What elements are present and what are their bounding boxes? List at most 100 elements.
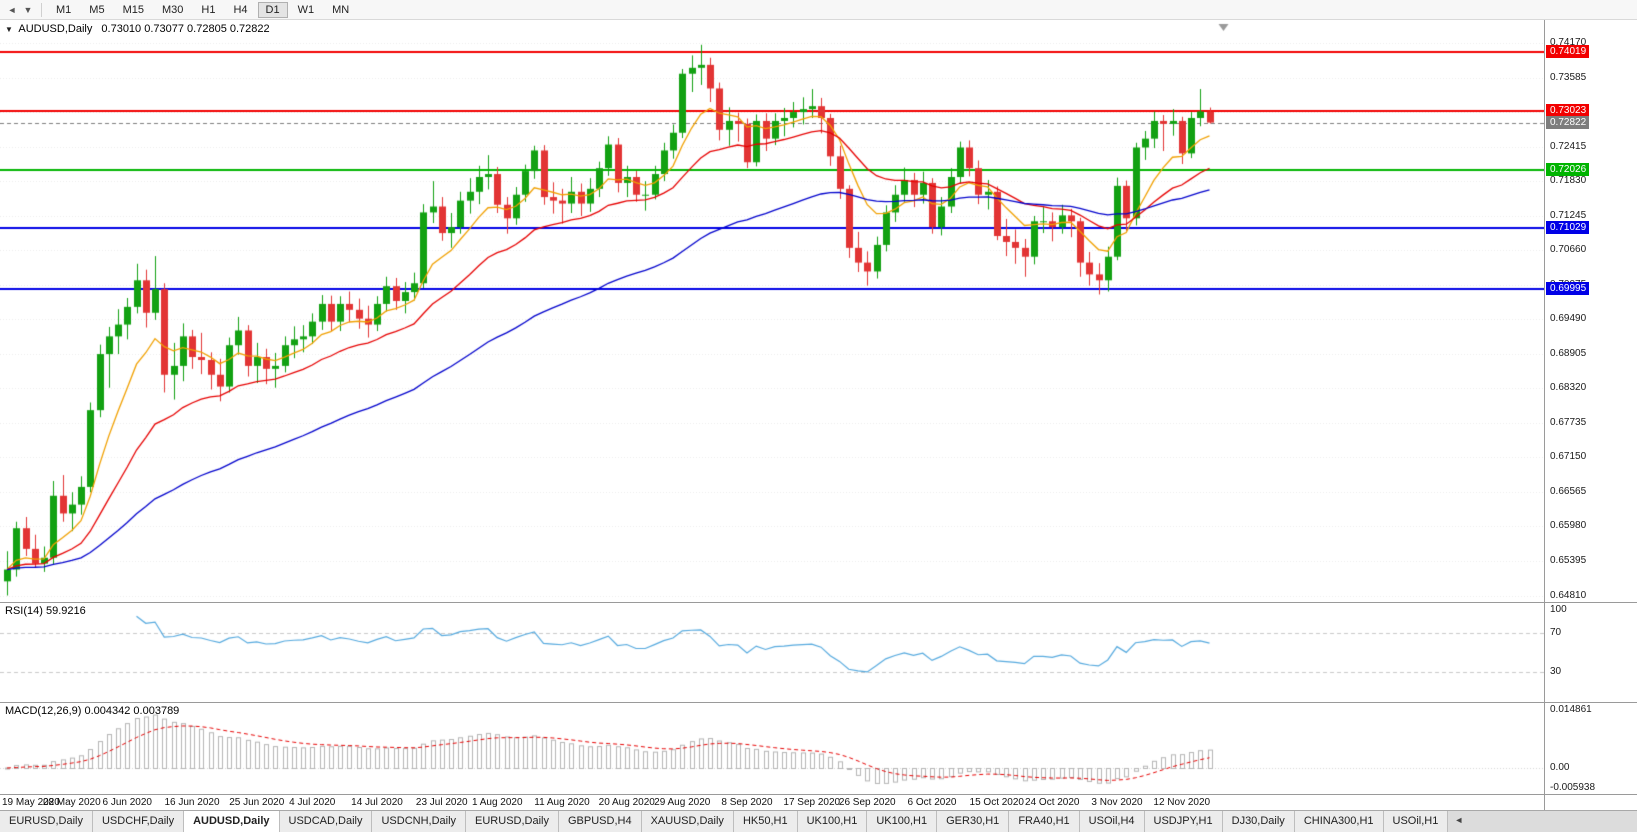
macd-label: MACD(12,26,9) 0.004342 0.003789 (5, 705, 179, 717)
chart-tab[interactable]: AUDUSD,Daily (184, 811, 280, 832)
price-line-tag: 0.72026 (1546, 162, 1590, 176)
date-axis-label: 15 Oct 2020 (969, 797, 1024, 808)
price-axis-label: 0.68905 (1550, 347, 1587, 359)
date-axis-label: 29 Aug 2020 (654, 797, 711, 808)
chart-tab[interactable]: USOil,H4 (1079, 811, 1145, 832)
price-axis-label: 0.72415 (1550, 140, 1587, 152)
price-axis-label: 0.70660 (1550, 244, 1587, 256)
dropdown-caret-icon[interactable]: ▼ (23, 4, 33, 15)
main-chart-panel: ▼ AUDUSD,Daily 0.73010 0.73077 0.72805 0… (0, 20, 1637, 602)
chart-tab[interactable]: UK100,H1 (867, 811, 938, 832)
toolbar-separator (41, 2, 42, 17)
chart-tab[interactable]: HK50,H1 (733, 811, 798, 832)
chart-title-caret-icon[interactable]: ▼ (5, 25, 13, 34)
chart-tab[interactable]: XAUUSD,Daily (641, 811, 734, 832)
macd-axis: 0.014861 0.00 -0.005938 (1544, 703, 1637, 794)
chart-tab[interactable]: FRA40,H1 (1009, 811, 1080, 832)
price-axis: 0.741700.735850.730000.724150.718300.712… (1544, 20, 1637, 602)
date-axis-label: 28 May 2020 (42, 797, 101, 808)
rsi-indicator[interactable]: RSI(14) 59.9216 (0, 603, 1544, 702)
rsi-axis-label: 30 (1550, 666, 1562, 678)
timeframe-button-mn[interactable]: MN (332, 3, 350, 16)
date-axis-label: 17 Sep 2020 (783, 797, 841, 808)
timeframe-button-m5[interactable]: M5 (89, 3, 105, 16)
date-axis-label: 4 Jul 2020 (289, 797, 336, 808)
date-axis-label: 3 Nov 2020 (1091, 797, 1143, 808)
price-axis-label: 0.73585 (1550, 71, 1587, 83)
timeframe-buttons: M1 M5 M15 M30 H1 H4 D1 W1 MN (47, 1, 358, 18)
chart-tab[interactable]: DJ30,Daily (1222, 811, 1295, 832)
rsi-name: RSI(14) (5, 605, 43, 617)
chart-tab[interactable]: UK100,H1 (797, 811, 868, 832)
chart-tab[interactable]: USDCNH,Daily (372, 811, 467, 832)
candlestick-canvas[interactable] (0, 20, 1544, 602)
date-axis-label: 25 Jun 2020 (229, 797, 285, 808)
macd-values: 0.004342 0.003789 (84, 705, 180, 717)
rsi-value: 59.9216 (45, 605, 86, 617)
timeframe-button-m1[interactable]: M1 (56, 3, 72, 16)
price-axis-label: 0.64810 (1550, 589, 1587, 601)
macd-axis-label: -0.005938 (1550, 782, 1596, 793)
price-axis-label: 0.71830 (1550, 175, 1587, 187)
price-axis-label: 0.66565 (1550, 485, 1587, 497)
date-axis-label: 26 Sep 2020 (838, 797, 896, 808)
date-axis-label: 19 May 2020 (2, 797, 60, 808)
price-axis-label: 0.67735 (1550, 416, 1587, 428)
rsi-axis-label: 100 (1550, 604, 1567, 615)
rsi-panel: RSI(14) 59.9216 100 70 30 (0, 602, 1637, 702)
date-axis-label: 6 Jun 2020 (102, 797, 153, 808)
timeframe-button-h1[interactable]: H1 (201, 3, 216, 16)
macd-indicator[interactable]: MACD(12,26,9) 0.004342 0.003789 (0, 703, 1544, 794)
chart-tab[interactable]: GER30,H1 (937, 811, 1010, 832)
toolbar: ◄ ▼ M1 M5 M15 M30 H1 H4 D1 W1 MN (0, 0, 1637, 20)
chart-tab[interactable]: EURUSD,Daily (0, 811, 93, 832)
chart-tab[interactable]: CHINA300,H1 (1294, 811, 1384, 832)
date-axis-row: 19 May 2020 28 May 2020 6 Jun 2020 16 Jun 2… (0, 794, 1637, 810)
price-axis-label: 0.71245 (1550, 209, 1587, 221)
timeframe-button-m15[interactable]: M15 (122, 3, 144, 16)
timeframe-button-h4[interactable]: H4 (233, 3, 248, 16)
date-axis-label: 20 Aug 2020 (598, 797, 655, 808)
chart-tab[interactable]: EURUSD,Daily (466, 811, 559, 832)
price-axis-label: 0.74170 (1550, 37, 1587, 49)
chart-title: ▼ AUDUSD,Daily 0.73010 0.73077 0.72805 0… (5, 23, 270, 35)
price-line-tag: 0.73023 (1546, 103, 1590, 117)
timeframe-button-d1[interactable]: D1 (257, 1, 288, 18)
chart-symbol-period: AUDUSD,Daily (18, 23, 93, 35)
price-line-tag: 0.71029 (1546, 221, 1590, 235)
chart-tab[interactable]: USDCAD,Daily (279, 811, 373, 832)
timeframe-button-m30[interactable]: M30 (161, 3, 184, 16)
macd-axis-label: 0.014861 (1550, 704, 1592, 715)
date-axis-label: 12 Nov 2020 (1153, 797, 1211, 808)
rsi-canvas[interactable] (0, 603, 1544, 702)
price-axis-label: 0.65395 (1550, 554, 1587, 566)
rsi-axis-label: 70 (1550, 626, 1562, 638)
price-axis-label: 0.67150 (1550, 451, 1587, 463)
tab-scroll-left-icon[interactable]: ◄ (1454, 815, 1464, 825)
chart-ohlc-values: 0.73010 0.73077 0.72805 0.72822 (101, 23, 270, 35)
price-axis-label: 0.65980 (1550, 520, 1587, 532)
macd-axis-label: 0.00 (1550, 762, 1570, 774)
chart-tab[interactable]: USOil,H1 (1383, 811, 1449, 832)
price-axis-label: 0.68320 (1550, 382, 1587, 394)
price-line-tag: 0.69995 (1546, 282, 1590, 296)
price-axis-label: 0.69490 (1550, 313, 1587, 325)
date-axis: 19 May 2020 28 May 2020 6 Jun 2020 16 Jun 2… (0, 795, 1544, 810)
date-axis-stub (1544, 795, 1637, 810)
timeframe-button-w1[interactable]: W1 (297, 3, 315, 16)
date-axis-label: 23 Jul 2020 (415, 797, 468, 808)
macd-name: MACD(12,26,9) (5, 705, 82, 717)
date-axis-label: 1 Aug 2020 (471, 797, 523, 808)
price-line-tag: 0.74019 (1546, 44, 1590, 58)
macd-canvas[interactable] (0, 703, 1544, 794)
date-axis-label: 14 Jul 2020 (351, 797, 403, 808)
date-axis-label: 11 Aug 2020 (534, 797, 590, 808)
candlestick-chart[interactable]: ▼ AUDUSD,Daily 0.73010 0.73077 0.72805 0… (0, 20, 1544, 602)
date-axis-label: 24 Oct 2020 (1025, 797, 1080, 808)
chart-tab[interactable]: GBPUSD,H4 (559, 811, 642, 832)
chart-tab[interactable]: USDJPY,H1 (1144, 811, 1223, 832)
current-price-tag: 0.72822 (1546, 115, 1590, 129)
chart-tab[interactable]: USDCHF,Daily (92, 811, 185, 832)
chart-cursor-icon[interactable]: ◄ (7, 4, 17, 15)
